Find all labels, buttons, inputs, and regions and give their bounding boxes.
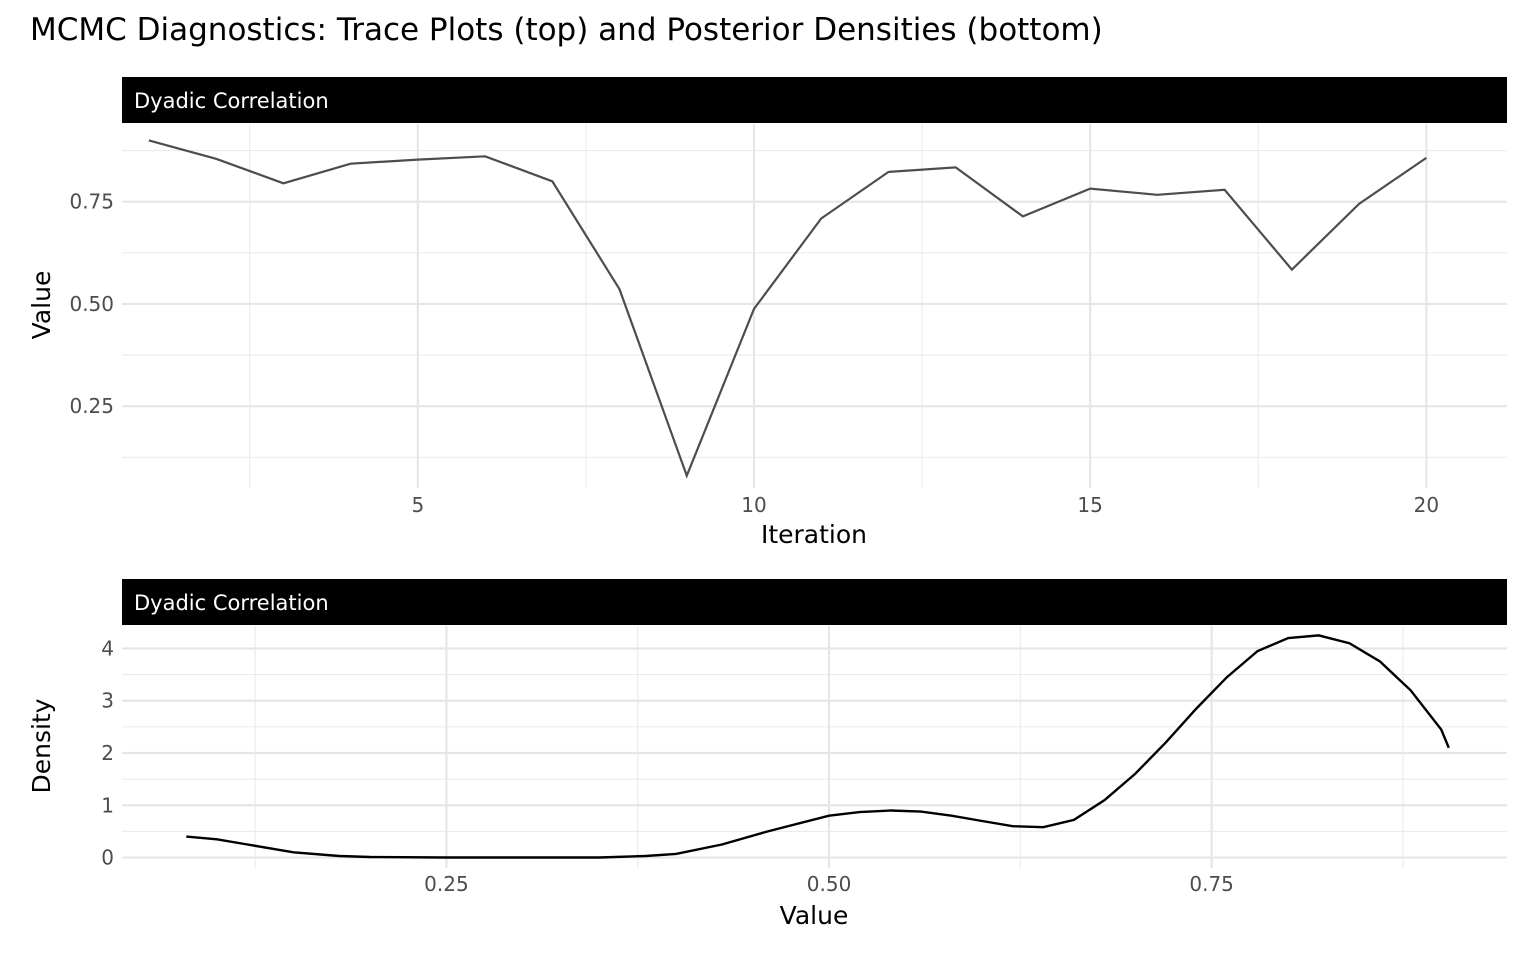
trace-facet-strip [122,77,1507,123]
trace-series-line [148,139,1427,479]
density-ticks: 0.25 0.50 0.75 0 1 2 3 4 [101,636,1234,896]
trace-x-tick-label: 10 [741,493,766,517]
density-y-tick-label: 2 [101,741,114,765]
trace-x-axis-title: Iteration [761,520,867,549]
trace-grid [122,124,1507,488]
trace-ticks: 5 10 15 20 0.25 0.50 0.75 [69,190,1439,517]
density-x-axis-title: Value [780,901,849,930]
density-x-tick-label: 0.25 [424,872,469,896]
density-grid [122,626,1507,868]
density-y-tick-label: 3 [101,689,114,713]
trace-x-tick-label: 5 [411,493,424,517]
trace-facet-label: Dyadic Correlation [134,89,329,113]
trace-x-tick-label: 15 [1077,493,1102,517]
density-facet-strip [122,579,1507,625]
density-x-tick-label: 0.75 [1189,872,1234,896]
trace-panel: Dyadic Correlation 5 10 15 20 0.25 0.50 0.75 I… [27,77,1507,549]
density-panel: Dyadic Correlation 0.25 0.50 0.75 0 1 2 3 4 Val… [27,579,1507,930]
trace-y-tick-label: 0.25 [69,394,114,418]
density-x-tick-label: 0.50 [807,872,852,896]
density-y-tick-label: 1 [101,793,114,817]
figure-title: MCMC Diagnostics: Trace Plots (top) and … [30,12,1103,48]
density-facet-label: Dyadic Correlation [134,591,329,615]
density-y-tick-label: 0 [101,846,114,870]
density-series-line [186,634,1450,859]
trace-y-axis-title: Value [27,271,56,340]
trace-y-tick-label: 0.50 [69,292,114,316]
trace-x-tick-label: 20 [1414,493,1439,517]
density-y-axis-title: Density [27,698,56,793]
trace-y-tick-label: 0.75 [69,190,114,214]
density-y-tick-label: 4 [101,636,114,660]
